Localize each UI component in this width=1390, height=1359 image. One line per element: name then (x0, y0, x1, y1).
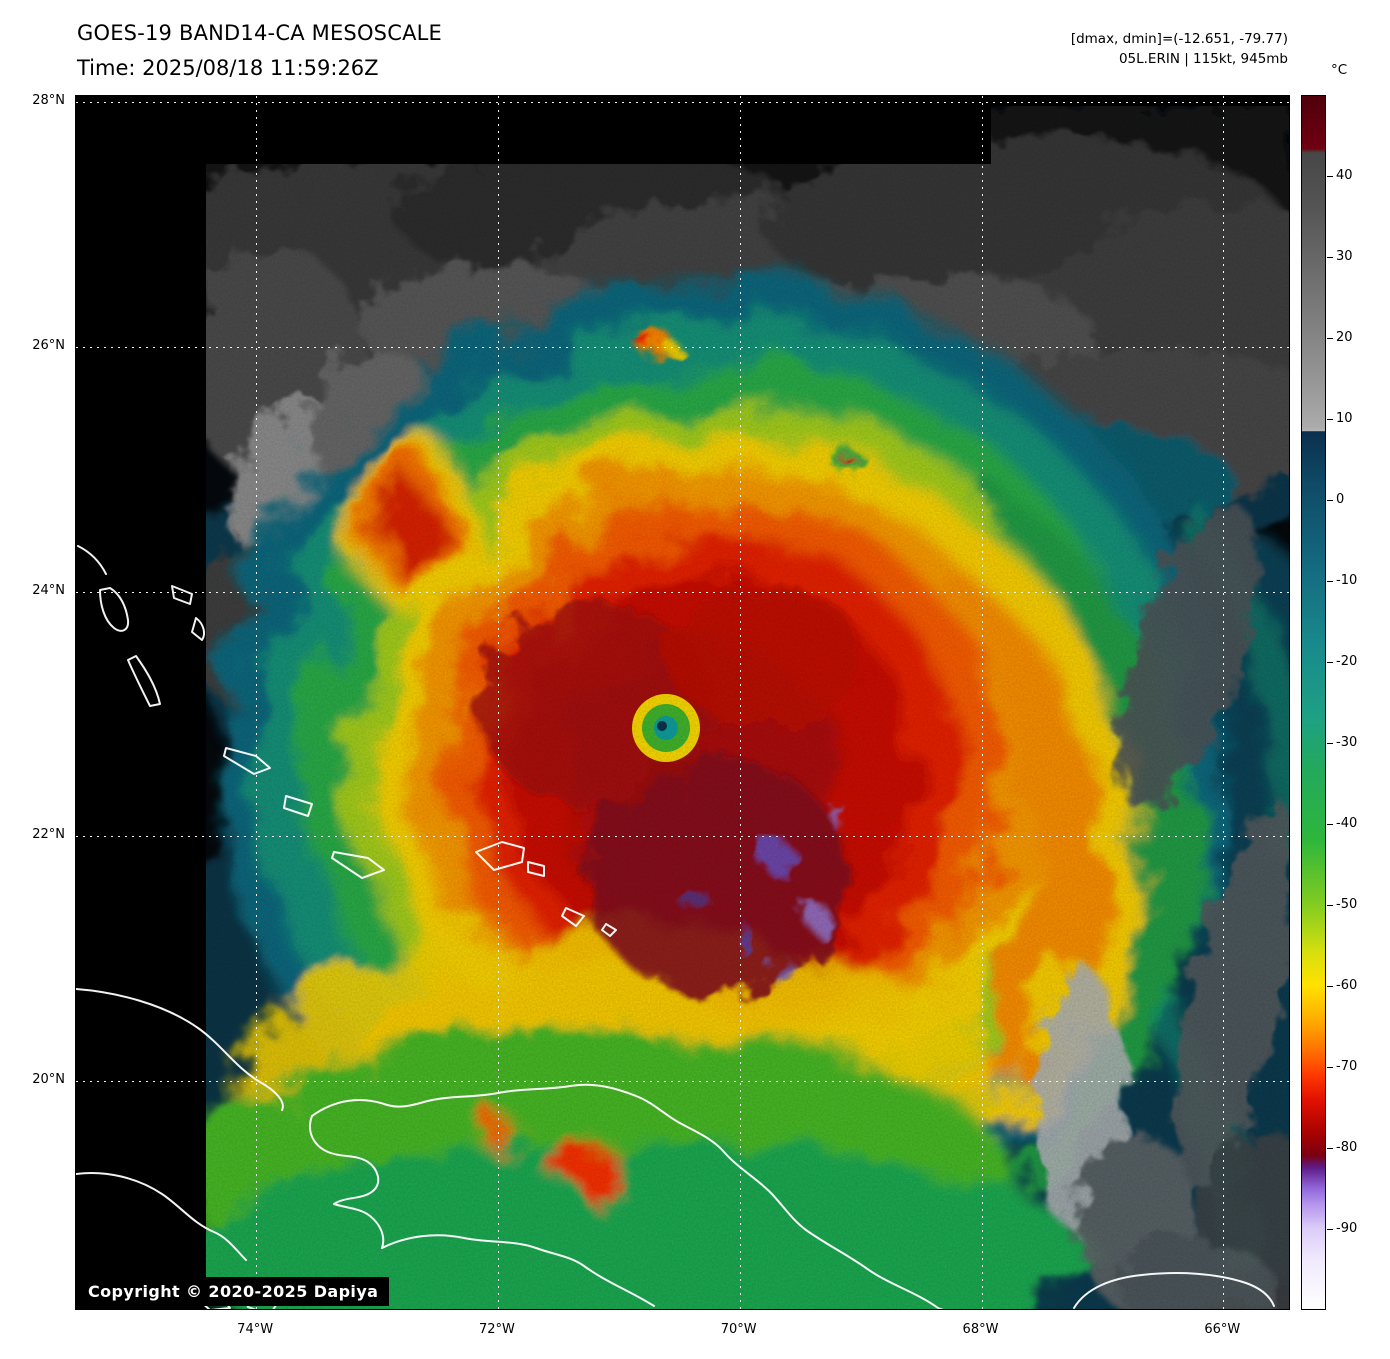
longitude-tick-label: 66°W (1204, 1322, 1241, 1337)
colorbar-tick-mark (1327, 1067, 1333, 1068)
colorbar-tick-label: 0 (1336, 492, 1345, 507)
colorbar-tick-mark (1327, 743, 1333, 744)
longitude-tick-label: 68°W (962, 1322, 999, 1337)
colorbar-tick-mark (1327, 1148, 1333, 1149)
coastlines (76, 545, 1275, 1309)
colorbar-tick-label: -60 (1336, 978, 1358, 993)
colorbar-tick-mark (1327, 257, 1333, 258)
colorbar-tick-mark (1327, 1229, 1333, 1230)
colorbar-tick-label: -20 (1336, 654, 1358, 669)
colorbar-tick-mark (1327, 662, 1333, 663)
colorbar-tick-mark (1327, 338, 1333, 339)
latitude-tick-label: 20°N (32, 1071, 65, 1087)
latitude-tick-label: 26°N (32, 337, 65, 353)
colorbar-tick-label: -40 (1336, 816, 1358, 831)
colorbar-tick-mark (1327, 500, 1333, 501)
satellite-map: Copyright © 2020-2025 Dapiya (75, 95, 1290, 1310)
chart-time-label: Time: 2025/08/18 11:59:26Z (77, 56, 379, 80)
satellite-imagery (76, 96, 1289, 1309)
colorbar-tick-label: -80 (1336, 1140, 1358, 1155)
colorbar-tick-label: 30 (1336, 249, 1353, 264)
colorbar (1301, 95, 1326, 1310)
longitude-tick-label: 72°W (478, 1322, 515, 1337)
colorbar-tick-mark (1327, 419, 1333, 420)
colorbar-tick-mark (1327, 581, 1333, 582)
colorbar-tick-mark (1327, 176, 1333, 177)
colorbar-tick-label: -30 (1336, 735, 1358, 750)
chart-title: GOES-19 BAND14-CA MESOSCALE (77, 21, 443, 45)
colorbar-tick-mark (1327, 986, 1333, 987)
dmax-dmin-label: [dmax, dmin]=(-12.651, -79.77) (1070, 31, 1288, 47)
longitude-tick-label: 70°W (720, 1322, 757, 1337)
colorbar-tick-mark (1327, 905, 1333, 906)
colorbar-tick-label: -10 (1336, 573, 1358, 588)
colorbar-tick-label: 20 (1336, 330, 1353, 345)
colorbar-tick-label: 10 (1336, 411, 1353, 426)
colorbar-tick-label: -70 (1336, 1059, 1358, 1074)
lat-axis: 28°N 26°N 24°N 22°N 20°N (0, 0, 70, 1359)
colorbar-tick-mark (1327, 824, 1333, 825)
colorbar-tick-label: -90 (1336, 1221, 1358, 1236)
longitude-tick-label: 74°W (237, 1322, 274, 1337)
latitude-tick-label: 22°N (32, 827, 65, 843)
latitude-tick-label: 24°N (32, 582, 65, 598)
storm-info-label: 05L.ERIN | 115kt, 945mb (1118, 51, 1288, 67)
colorbar-tick-label: 40 (1336, 168, 1353, 183)
latitude-tick-label: 28°N (32, 93, 65, 109)
copyright-label: Copyright © 2020-2025 Dapiya (77, 1277, 390, 1306)
colorbar-tick-label: -50 (1336, 897, 1358, 912)
colorbar-unit-label: °C (1331, 62, 1348, 78)
noise-overlay (206, 106, 1289, 1309)
